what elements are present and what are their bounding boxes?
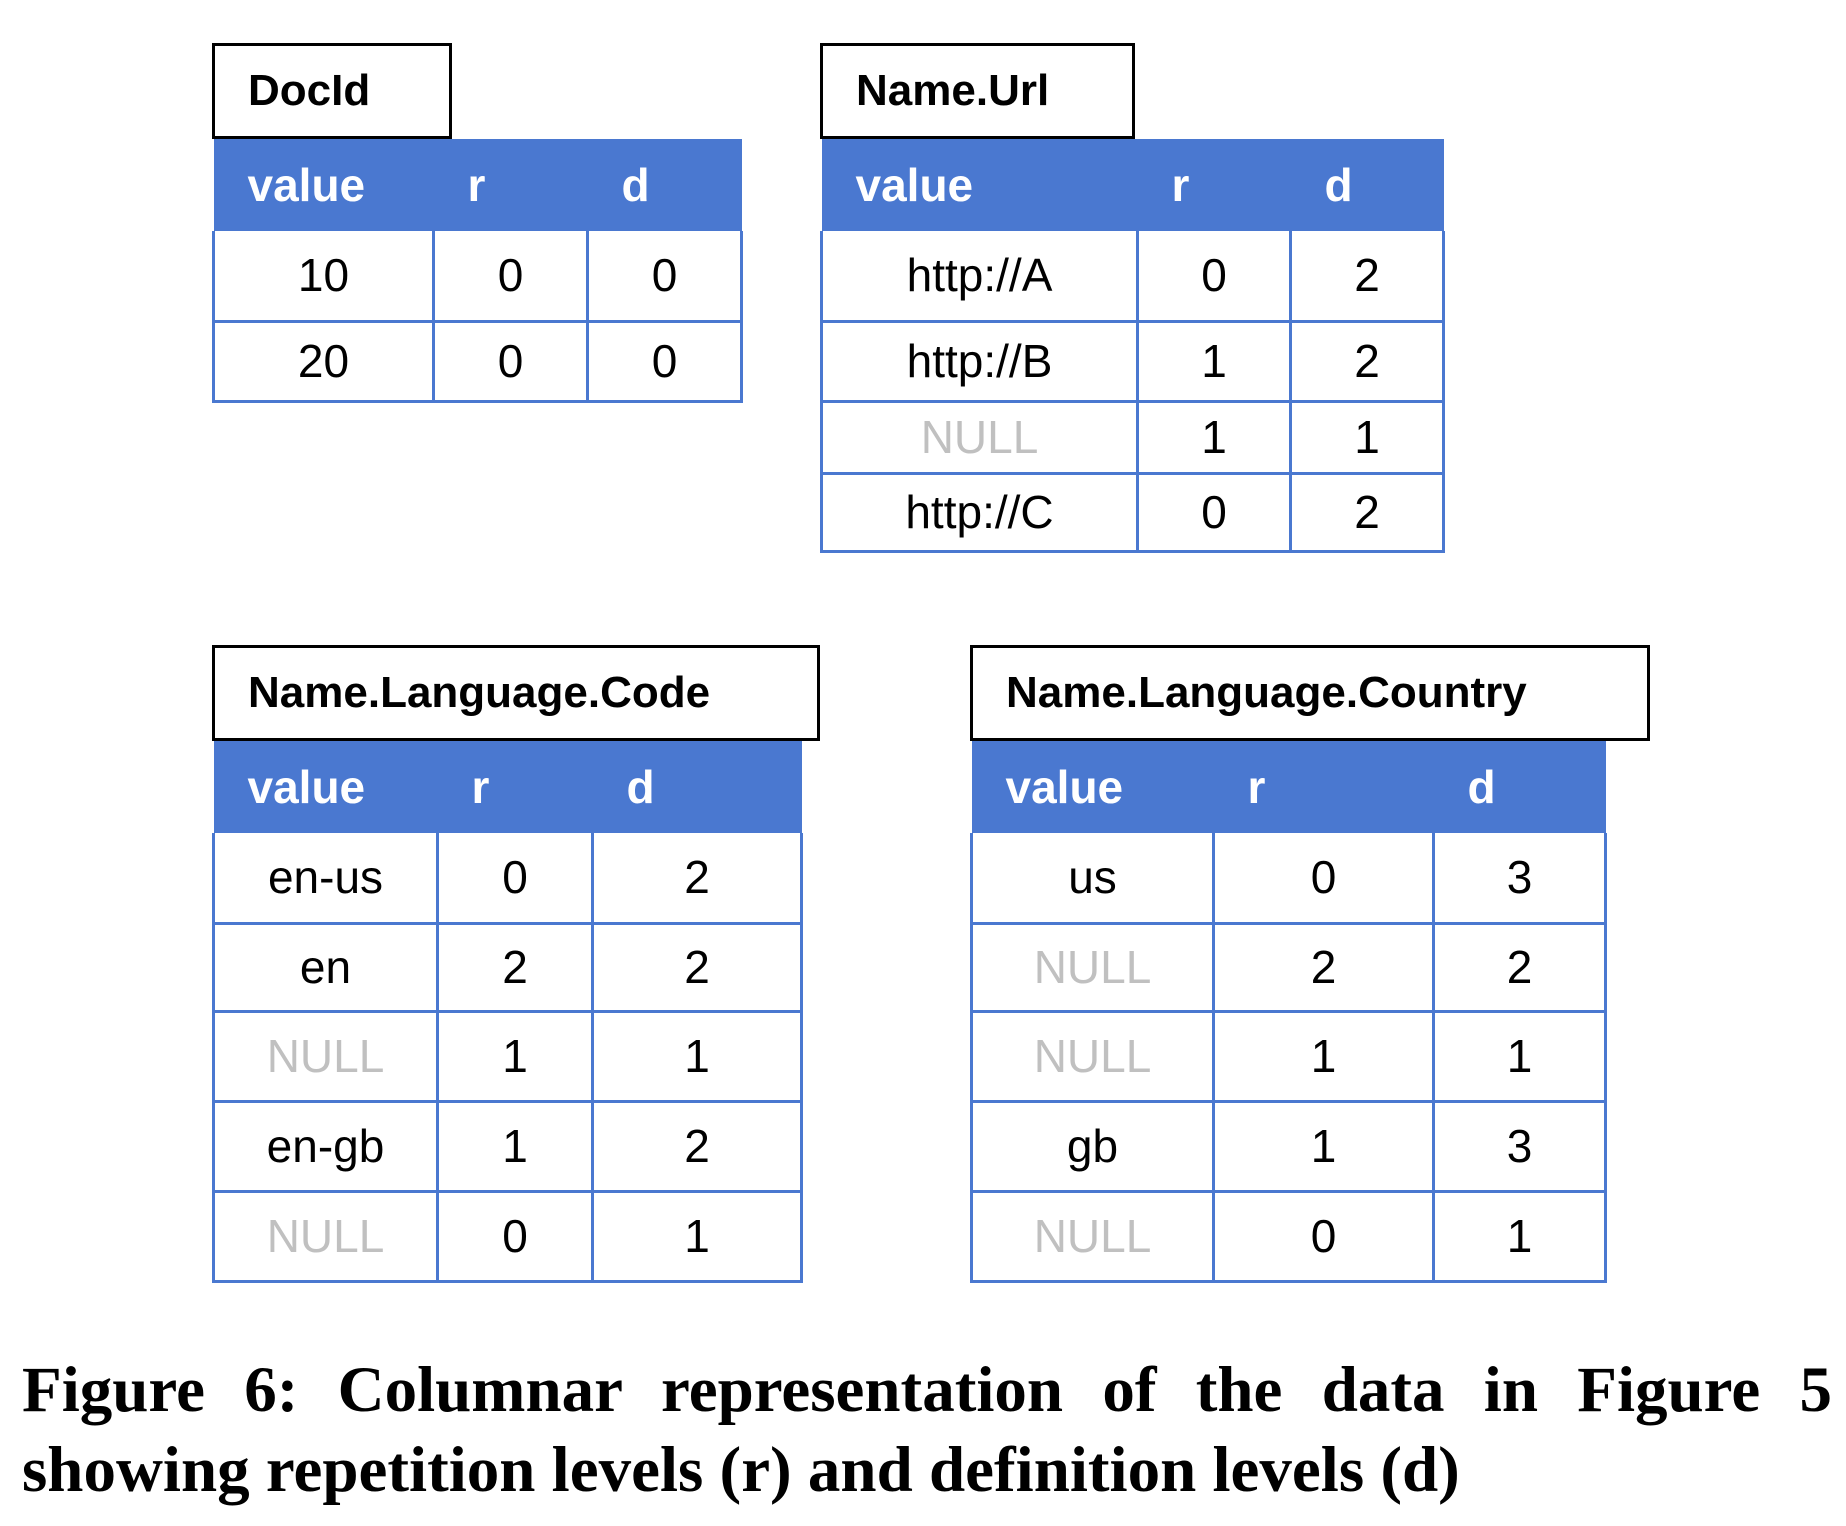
cell-value-null: NULL: [212, 1189, 439, 1283]
cell-value-null: NULL: [970, 1009, 1215, 1103]
table-row: NULL 0 1: [970, 1189, 1607, 1283]
table-row: NULL 1 1: [820, 399, 1445, 475]
cell-r: 1: [1212, 1099, 1435, 1193]
cell-d: 0: [586, 231, 743, 323]
cell-value: 10: [212, 231, 435, 323]
table-row: gb 1 3: [970, 1099, 1607, 1193]
cell-value: 20: [212, 319, 435, 403]
cell-r: 1: [1136, 319, 1292, 403]
header-r: r: [437, 741, 593, 833]
cell-d: 3: [1432, 833, 1607, 925]
header-row: value r d: [213, 139, 742, 231]
cell-r: 2: [1212, 921, 1435, 1013]
cell-r: 0: [432, 319, 589, 403]
table-row: en 2 2: [212, 921, 803, 1013]
cell-r: 0: [436, 833, 594, 925]
cell-r: 1: [1136, 399, 1292, 475]
column-table-name-language-code: Name.Language.Code value r d en-us 0 2 e…: [212, 645, 820, 1285]
header-value: value: [213, 741, 438, 833]
cell-r: 0: [436, 1189, 594, 1283]
data-grid: value r d http://A 0 2 http://B 1 2 NULL…: [820, 139, 1445, 553]
data-grid: value r d us 0 3 NULL 2 2 NULL 1 1 gb 1: [970, 741, 1607, 1283]
cell-r: 0: [432, 231, 589, 323]
table-row: http://B 1 2: [820, 319, 1445, 403]
cell-value: en-us: [212, 833, 439, 925]
cell-value: http://B: [820, 319, 1139, 403]
table-row: 20 0 0: [212, 319, 743, 403]
cell-value-null: NULL: [970, 921, 1215, 1013]
cell-r: 2: [436, 921, 594, 1013]
table-title: DocId: [212, 43, 452, 139]
data-grid: value r d 10 0 0 20 0 0: [212, 139, 743, 403]
cell-value: en-gb: [212, 1099, 439, 1193]
header-d: d: [587, 139, 742, 231]
cell-d: 2: [591, 921, 803, 1013]
cell-d: 1: [1289, 399, 1445, 475]
table-title: Name.Url: [820, 43, 1135, 139]
cell-r: 0: [1136, 231, 1292, 323]
header-value: value: [821, 139, 1138, 231]
data-grid: value r d en-us 0 2 en 2 2 NULL 1 1 en-g…: [212, 741, 803, 1283]
cell-d: 1: [591, 1009, 803, 1103]
table-row: http://C 0 2: [820, 471, 1445, 553]
cell-value-null: NULL: [970, 1189, 1215, 1283]
cell-value: en: [212, 921, 439, 1013]
cell-d: 2: [1289, 231, 1445, 323]
table-row: NULL 2 2: [970, 921, 1607, 1013]
header-d: d: [1433, 741, 1606, 833]
cell-d: 1: [591, 1189, 803, 1283]
cell-r: 1: [436, 1009, 594, 1103]
header-row: value r d: [213, 741, 802, 833]
cell-value: http://C: [820, 471, 1139, 553]
header-r: r: [1137, 139, 1291, 231]
cell-r: 1: [436, 1099, 594, 1193]
column-table-name-language-country: Name.Language.Country value r d us 0 3 N…: [970, 645, 1650, 1285]
cell-value-null: NULL: [820, 399, 1139, 475]
header-row: value r d: [821, 139, 1444, 231]
header-r: r: [1213, 741, 1434, 833]
column-table-docid: DocId value r d 10 0 0 20 0 0: [212, 43, 743, 403]
cell-d: 1: [1432, 1009, 1607, 1103]
cell-value: gb: [970, 1099, 1215, 1193]
cell-d: 1: [1432, 1189, 1607, 1283]
cell-d: 2: [1432, 921, 1607, 1013]
cell-d: 2: [591, 1099, 803, 1193]
cell-d: 2: [1289, 319, 1445, 403]
figure-caption: Figure 6: Columnar representation of the…: [22, 1354, 1832, 1506]
cell-r: 0: [1212, 833, 1435, 925]
header-value: value: [971, 741, 1214, 833]
table-row: http://A 0 2: [820, 231, 1445, 323]
header-row: value r d: [971, 741, 1606, 833]
cell-value: us: [970, 833, 1215, 925]
table-row: 10 0 0: [212, 231, 743, 323]
cell-d: 2: [591, 833, 803, 925]
column-table-name-url: Name.Url value r d http://A 0 2 http://B…: [820, 43, 1445, 563]
table-row: NULL 0 1: [212, 1189, 803, 1283]
cell-value-null: NULL: [212, 1009, 439, 1103]
cell-r: 0: [1212, 1189, 1435, 1283]
table-row: en-gb 1 2: [212, 1099, 803, 1193]
table-title: Name.Language.Country: [970, 645, 1650, 741]
cell-d: 3: [1432, 1099, 1607, 1193]
cell-d: 2: [1289, 471, 1445, 553]
header-r: r: [433, 139, 588, 231]
header-d: d: [592, 741, 802, 833]
table-row: us 0 3: [970, 833, 1607, 925]
table-title: Name.Language.Code: [212, 645, 820, 741]
cell-d: 0: [586, 319, 743, 403]
header-value: value: [213, 139, 434, 231]
table-row: en-us 0 2: [212, 833, 803, 925]
cell-r: 1: [1212, 1009, 1435, 1103]
header-d: d: [1290, 139, 1444, 231]
cell-r: 0: [1136, 471, 1292, 553]
cell-value: http://A: [820, 231, 1139, 323]
table-row: NULL 1 1: [970, 1009, 1607, 1103]
table-row: NULL 1 1: [212, 1009, 803, 1103]
